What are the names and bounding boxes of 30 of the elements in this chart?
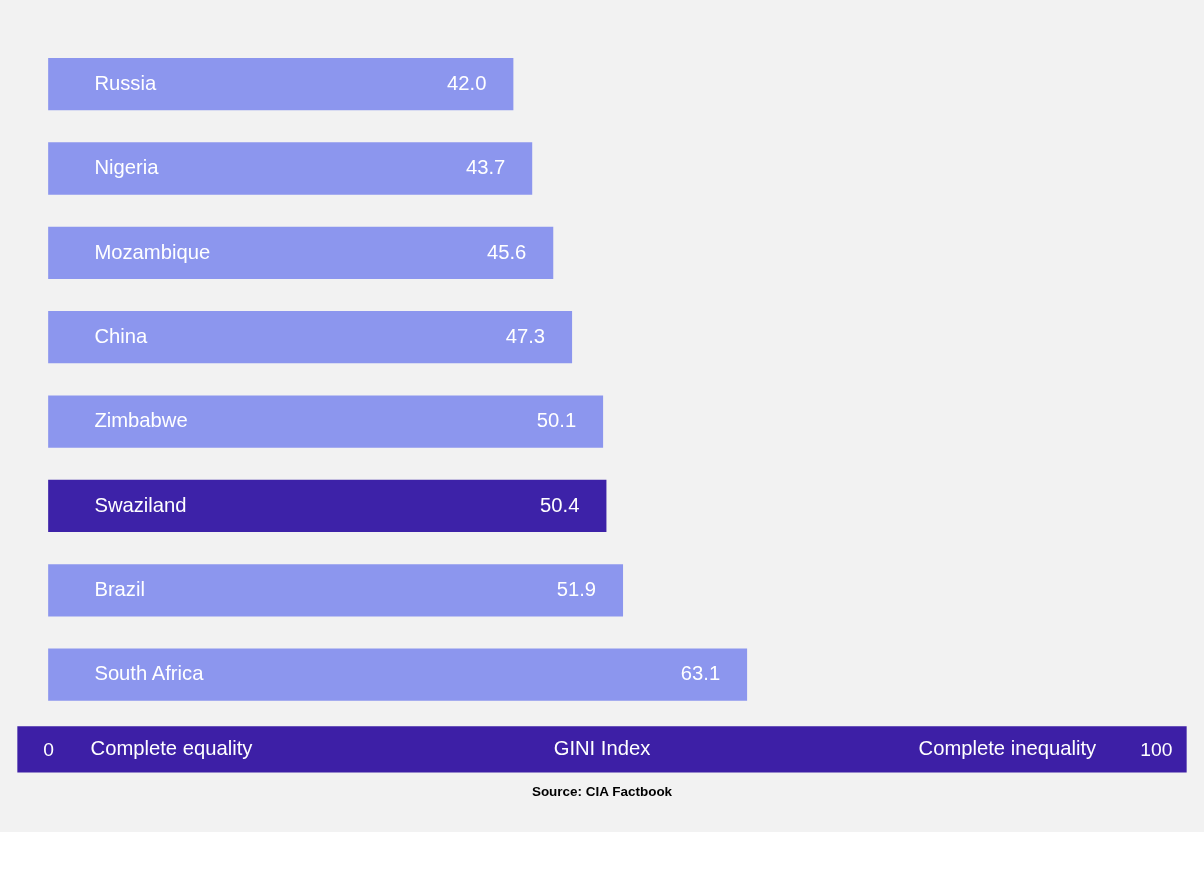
y-tick-label: Swaziland bbox=[94, 493, 187, 516]
y-tick-label: Brazil bbox=[94, 578, 145, 601]
data-label: 42.0 bbox=[447, 71, 487, 94]
data-label: 51.9 bbox=[556, 578, 597, 601]
bar bbox=[48, 564, 624, 617]
bar bbox=[48, 226, 554, 279]
y-tick-label: Russia bbox=[94, 71, 157, 94]
bar bbox=[48, 648, 748, 701]
x-tick-label: 100 bbox=[1140, 738, 1173, 760]
source-note: Source: CIA Factbook bbox=[531, 784, 673, 800]
data-label: 47.3 bbox=[505, 324, 546, 347]
y-tick-label: China bbox=[94, 324, 148, 347]
y-tick-label: South Africa bbox=[94, 662, 205, 685]
data-label: 45.6 bbox=[486, 240, 527, 263]
bar bbox=[48, 142, 533, 195]
bar bbox=[48, 479, 607, 533]
x-axis-title: GINI Index bbox=[553, 737, 651, 760]
bar bbox=[48, 57, 514, 111]
y-tick-label: Mozambique bbox=[94, 240, 211, 263]
bar bbox=[48, 311, 573, 364]
data-label: 43.7 bbox=[465, 156, 506, 179]
bar bbox=[48, 395, 604, 448]
data-label: 63.1 bbox=[680, 662, 721, 685]
data-label: 50.1 bbox=[536, 409, 577, 432]
text: Complete inequality bbox=[918, 737, 1098, 760]
x-tick-label: 0 bbox=[43, 738, 54, 760]
text: Complete equality bbox=[90, 737, 254, 760]
y-tick-label: Zimbabwe bbox=[94, 409, 188, 432]
data-label: 50.4 bbox=[540, 493, 580, 516]
y-tick-label: Nigeria bbox=[94, 156, 160, 179]
